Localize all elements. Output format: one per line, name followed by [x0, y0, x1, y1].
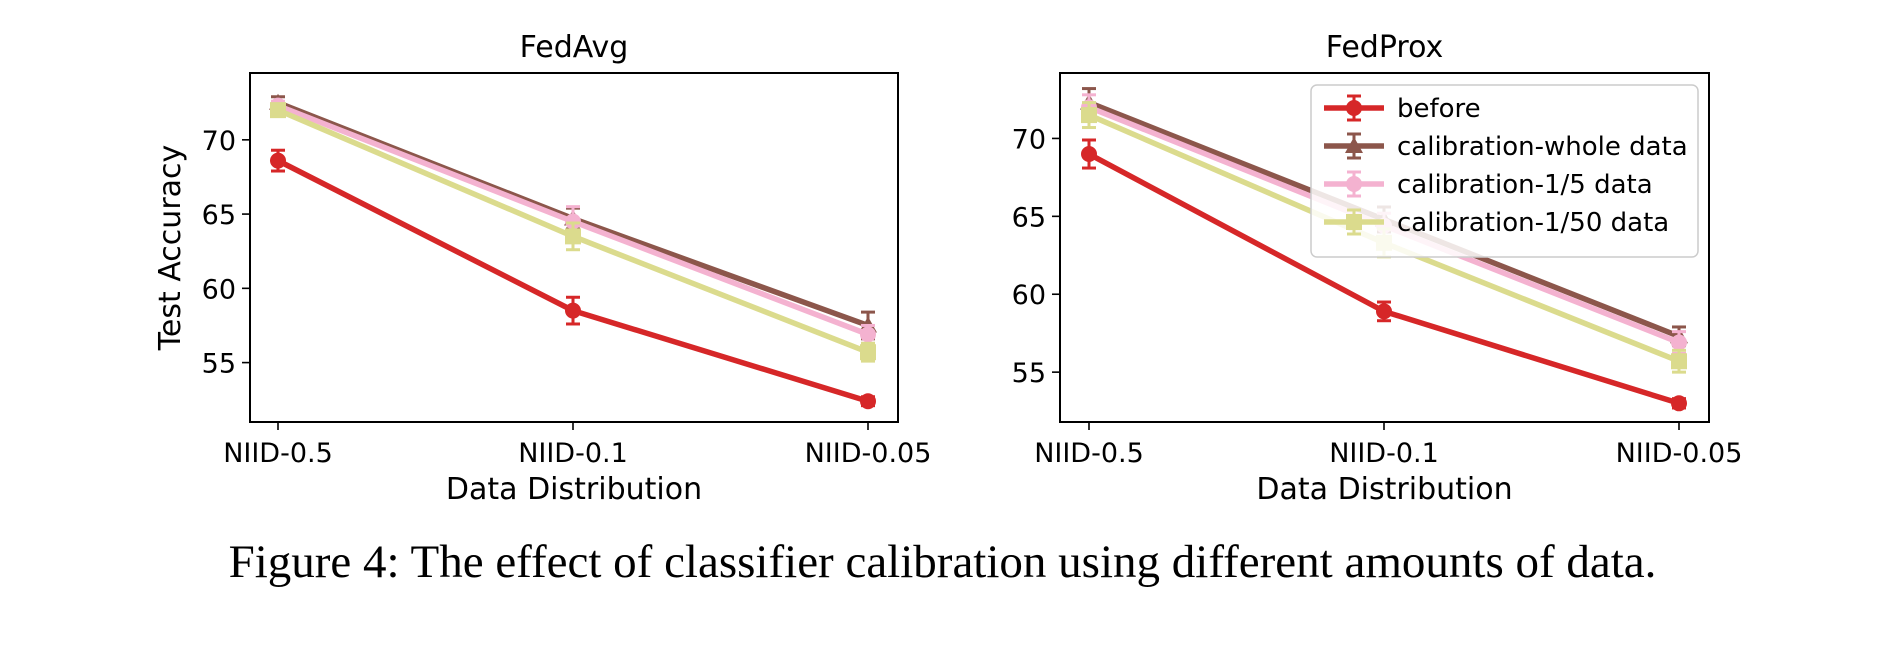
data-point	[1671, 334, 1687, 351]
y-tick-label: 65	[1012, 202, 1046, 233]
plot-frame	[249, 72, 899, 423]
data-point	[1671, 395, 1687, 412]
data-point	[860, 344, 876, 361]
legend-label: before	[1397, 94, 1481, 124]
series-calibration-1-50-data	[270, 102, 876, 363]
data-point	[1081, 107, 1097, 124]
series-before	[270, 148, 876, 410]
x-tick-label: NIID-0.5	[1034, 438, 1144, 469]
legend-item-calibration-whole-data: calibration-whole data	[1324, 132, 1688, 162]
x-axis-label: Data Distribution	[1256, 472, 1512, 507]
y-tick-label: 60	[1012, 280, 1046, 311]
legend-label: calibration-1/5 data	[1397, 170, 1653, 200]
data-point	[1376, 303, 1392, 320]
figure-caption: Figure 4: The effect of classifier calib…	[228, 536, 1657, 588]
data-point	[270, 102, 286, 119]
legend-marker	[1346, 176, 1362, 192]
x-tick-label: NIID-0.1	[1329, 438, 1439, 469]
legend: before calibration-whole data calibration-…	[1310, 84, 1699, 258]
legend-marker	[1346, 214, 1362, 230]
y-tick-label: 55	[1012, 358, 1046, 389]
legend-item-calibration-1-5-data: calibration-1/5 data	[1324, 170, 1653, 200]
legend-marker	[1345, 137, 1363, 153]
chart-title: FedAvg	[520, 30, 629, 65]
legend-item-calibration-1-50-data: calibration-1/50 data	[1324, 208, 1669, 238]
legend-label: calibration-1/50 data	[1397, 208, 1669, 238]
data-point	[270, 152, 286, 169]
legend-box	[1310, 84, 1699, 258]
x-tick-label: NIID-0.05	[805, 438, 932, 469]
chart-panel-fedprox: FedProx 55 60 65 70 NIID-0.5 NIID-0.1 NIID-0.05…	[1012, 30, 1743, 507]
data-point	[565, 302, 581, 319]
legend-label: calibration-whole data	[1397, 132, 1688, 162]
data-point	[860, 326, 876, 343]
data-point	[860, 393, 876, 410]
chart-title: FedProx	[1326, 30, 1444, 65]
y-tick-label: 55	[202, 349, 236, 380]
plot-frame	[1059, 72, 1710, 423]
series-line	[276, 158, 869, 404]
series-before	[1081, 138, 1687, 412]
y-tick-label: 65	[202, 200, 236, 231]
data-point	[1081, 146, 1097, 163]
x-tick-label: NIID-0.05	[1616, 438, 1743, 469]
data-point	[1671, 353, 1687, 370]
legend-item-before: before	[1324, 94, 1481, 124]
chart-panel-fedavg: FedAvg 55 60 65 70 NIID-0.5 NIID-0.1 NIID-0.05 D…	[153, 30, 931, 507]
x-tick-label: NIID-0.1	[518, 438, 628, 469]
y-axis-label: Test Accuracy	[153, 145, 188, 352]
y-tick-label: 70	[202, 126, 236, 157]
x-axis-label: Data Distribution	[446, 472, 702, 507]
x-tick-label: NIID-0.5	[223, 438, 333, 469]
legend-marker	[1346, 100, 1362, 116]
y-tick-label: 60	[202, 274, 236, 305]
y-tick-label: 70	[1012, 124, 1046, 155]
data-point	[565, 228, 581, 245]
